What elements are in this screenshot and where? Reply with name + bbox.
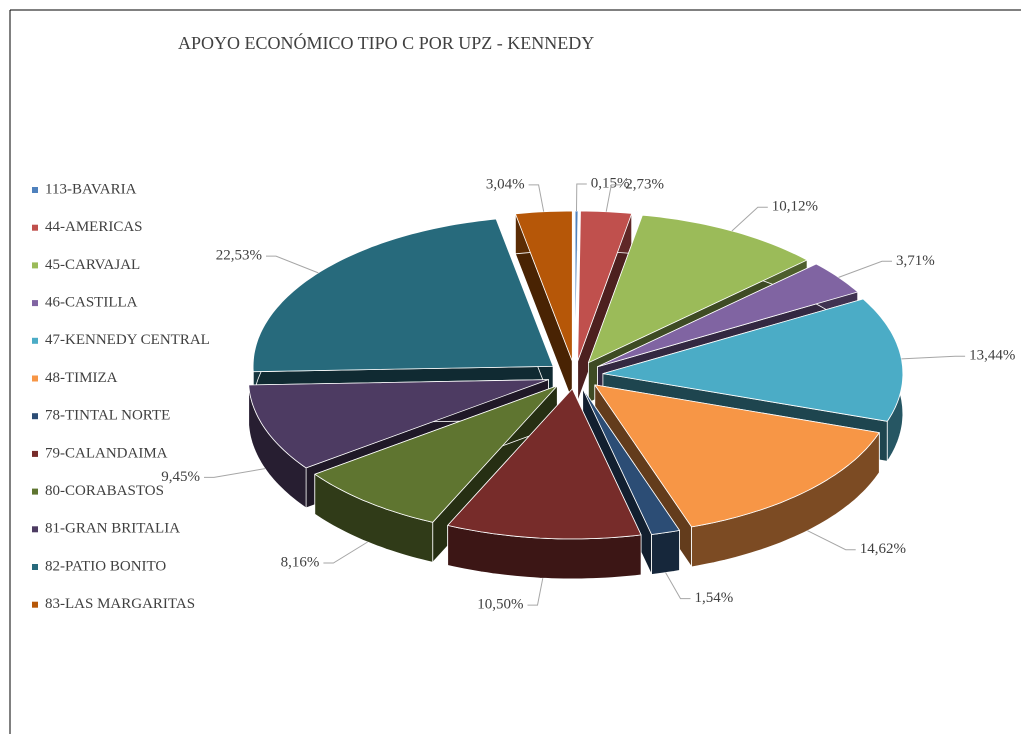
slice xyxy=(447,388,642,540)
legend-label: 47-KENNEDY CENTRAL xyxy=(45,332,210,348)
legend-label: 45-CARVAJAL xyxy=(45,257,140,273)
data-label: 0,15% xyxy=(591,175,630,191)
leader-line xyxy=(665,572,691,600)
legend-label: 82-PATIO BONITO xyxy=(45,558,166,574)
slice xyxy=(594,384,880,528)
data-label: 2,73% xyxy=(625,176,664,192)
legend-swatch xyxy=(32,564,38,570)
leader-line xyxy=(528,184,545,212)
slice xyxy=(248,379,549,469)
legend-swatch xyxy=(32,450,38,457)
data-label: 9,45% xyxy=(161,469,200,485)
legend-swatch xyxy=(32,300,38,307)
data-label: 10,50% xyxy=(477,597,523,613)
legend-label: 44-AMERICAS xyxy=(45,219,143,235)
slice xyxy=(577,210,633,362)
leader-line xyxy=(204,468,266,478)
legend-label: 78-TINTAL NORTE xyxy=(45,408,170,424)
data-label: 22,53% xyxy=(216,248,262,264)
legend-swatch xyxy=(32,375,38,382)
chart-title: APOYO ECONÓMICO TIPO C POR UPZ - KENNEDY xyxy=(178,32,594,53)
data-label: 13,44% xyxy=(969,348,1015,364)
leader-line xyxy=(838,260,892,278)
leader-line xyxy=(605,184,622,212)
legend-swatch xyxy=(32,413,38,420)
legend-label: 46-CASTILLA xyxy=(45,295,138,311)
leader-line xyxy=(266,255,319,274)
legend-label: 83-LAS MARGARITAS xyxy=(45,596,195,612)
legend-label: 80-CORABASTOS xyxy=(45,483,164,499)
data-label: 10,12% xyxy=(772,199,818,215)
legend-label: 79-CALANDAIMA xyxy=(45,445,168,461)
legend-swatch xyxy=(32,262,38,269)
legend-swatch xyxy=(32,187,38,193)
legend-swatch xyxy=(32,337,38,344)
leader-line xyxy=(576,183,587,212)
data-label: 8,16% xyxy=(281,554,320,570)
slice xyxy=(314,385,558,523)
pie xyxy=(248,210,904,580)
data-label: 14,62% xyxy=(860,541,906,557)
leader-line xyxy=(323,541,368,564)
data-label: 3,04% xyxy=(486,176,525,192)
legend-swatch xyxy=(32,526,38,533)
legend-swatch xyxy=(32,601,38,608)
slice-side xyxy=(651,530,680,575)
slice xyxy=(252,218,554,373)
legend-swatch xyxy=(32,488,38,495)
legend-label: 48-TIMIZA xyxy=(45,370,118,386)
legend-label: 113-BAVARIA xyxy=(45,181,137,197)
legend-swatch xyxy=(32,224,38,231)
slice xyxy=(582,388,680,535)
data-label: 3,71% xyxy=(896,253,935,269)
leader-line xyxy=(527,578,544,606)
legend-label: 81-GRAN BRITALIA xyxy=(45,521,180,537)
leader-line xyxy=(901,355,966,360)
leader-line xyxy=(731,206,768,232)
data-label: 1,54% xyxy=(695,590,734,606)
leader-line xyxy=(807,530,856,551)
